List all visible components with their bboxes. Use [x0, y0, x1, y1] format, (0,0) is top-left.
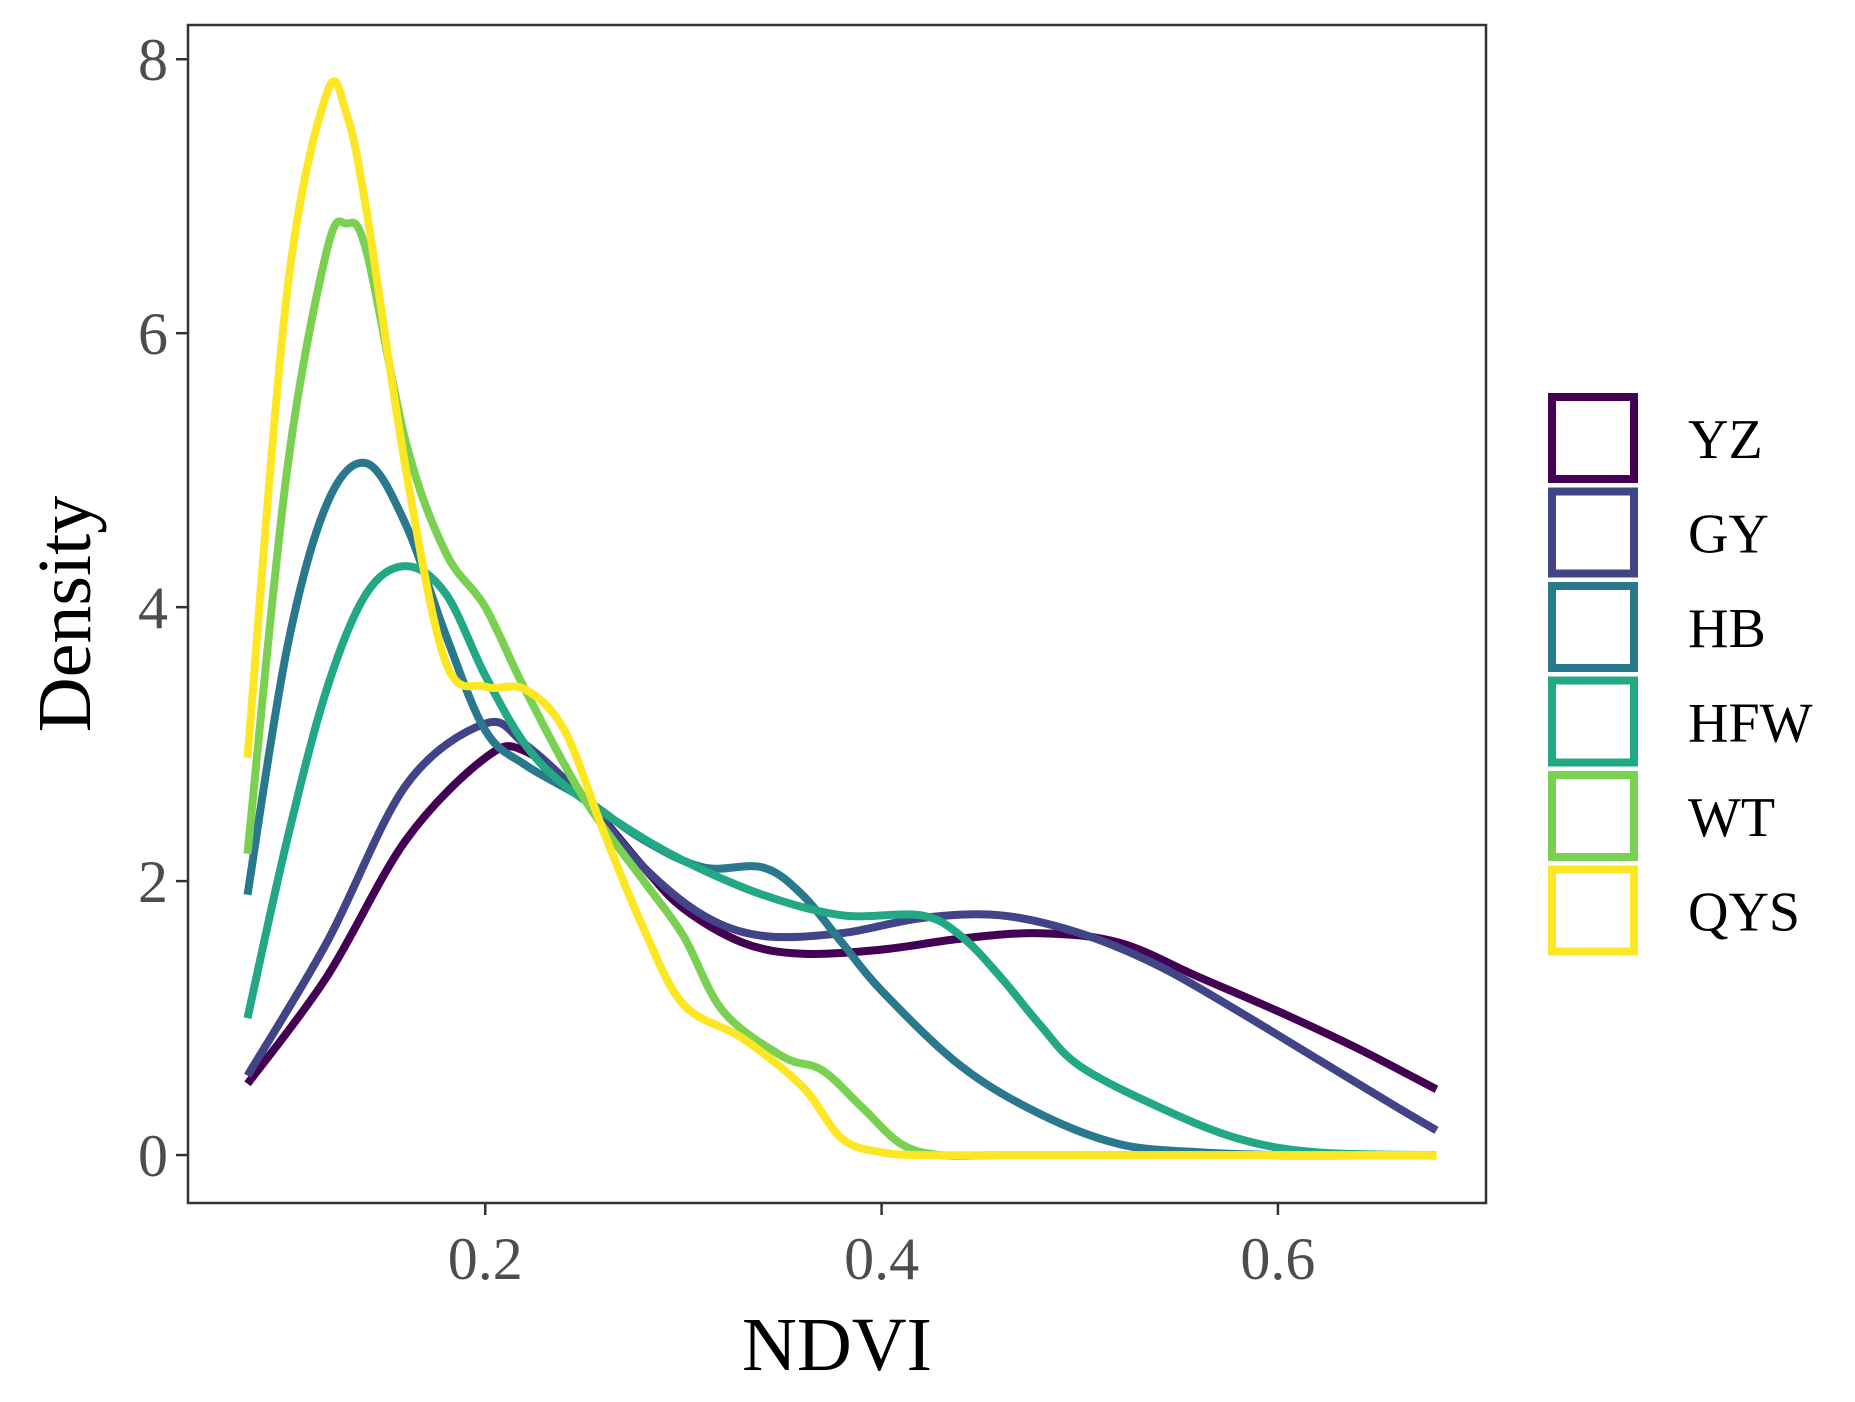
x-tick-label: 0.2	[448, 1226, 523, 1292]
legend-key-hb	[1548, 582, 1638, 672]
y-axis: 0 2 4 6 8	[138, 27, 188, 1189]
y-tick-label: 0	[138, 1123, 168, 1189]
y-axis-title: Density	[23, 496, 107, 732]
series-line-gy	[244, 717, 1439, 1134]
legend-label-hfw: HFW	[1688, 693, 1813, 755]
legend-key-wt	[1548, 771, 1638, 861]
x-tick-label: 0.6	[1240, 1226, 1315, 1292]
y-tick-label: 6	[138, 301, 168, 367]
series-line-qys	[243, 77, 1437, 1160]
x-axis-title: NDVI	[742, 1303, 932, 1387]
legend: YZ GY HB HFW WT QYS	[1548, 393, 1813, 956]
series-line-yz	[244, 742, 1439, 1093]
series-layer	[243, 77, 1439, 1160]
legend-label-wt: WT	[1688, 787, 1775, 849]
x-tick-label: 0.4	[844, 1226, 919, 1292]
legend-key-gy	[1548, 487, 1638, 578]
legend-label-qys: QYS	[1688, 882, 1800, 944]
legend-key-qys	[1548, 865, 1638, 956]
legend-key-yz	[1548, 393, 1638, 483]
y-tick-label: 2	[138, 849, 168, 915]
plot-panel	[186, 23, 1488, 1205]
legend-key-hfw	[1548, 676, 1638, 767]
legend-label-gy: GY	[1688, 504, 1769, 566]
legend-label-yz: YZ	[1688, 409, 1763, 471]
legend-label-hb: HB	[1688, 598, 1766, 660]
y-tick-label: 8	[138, 27, 168, 93]
y-tick-label: 4	[138, 575, 168, 641]
series-line-hfw	[243, 562, 1437, 1160]
x-axis: 0.2 0.4 0.6	[448, 1203, 1315, 1292]
